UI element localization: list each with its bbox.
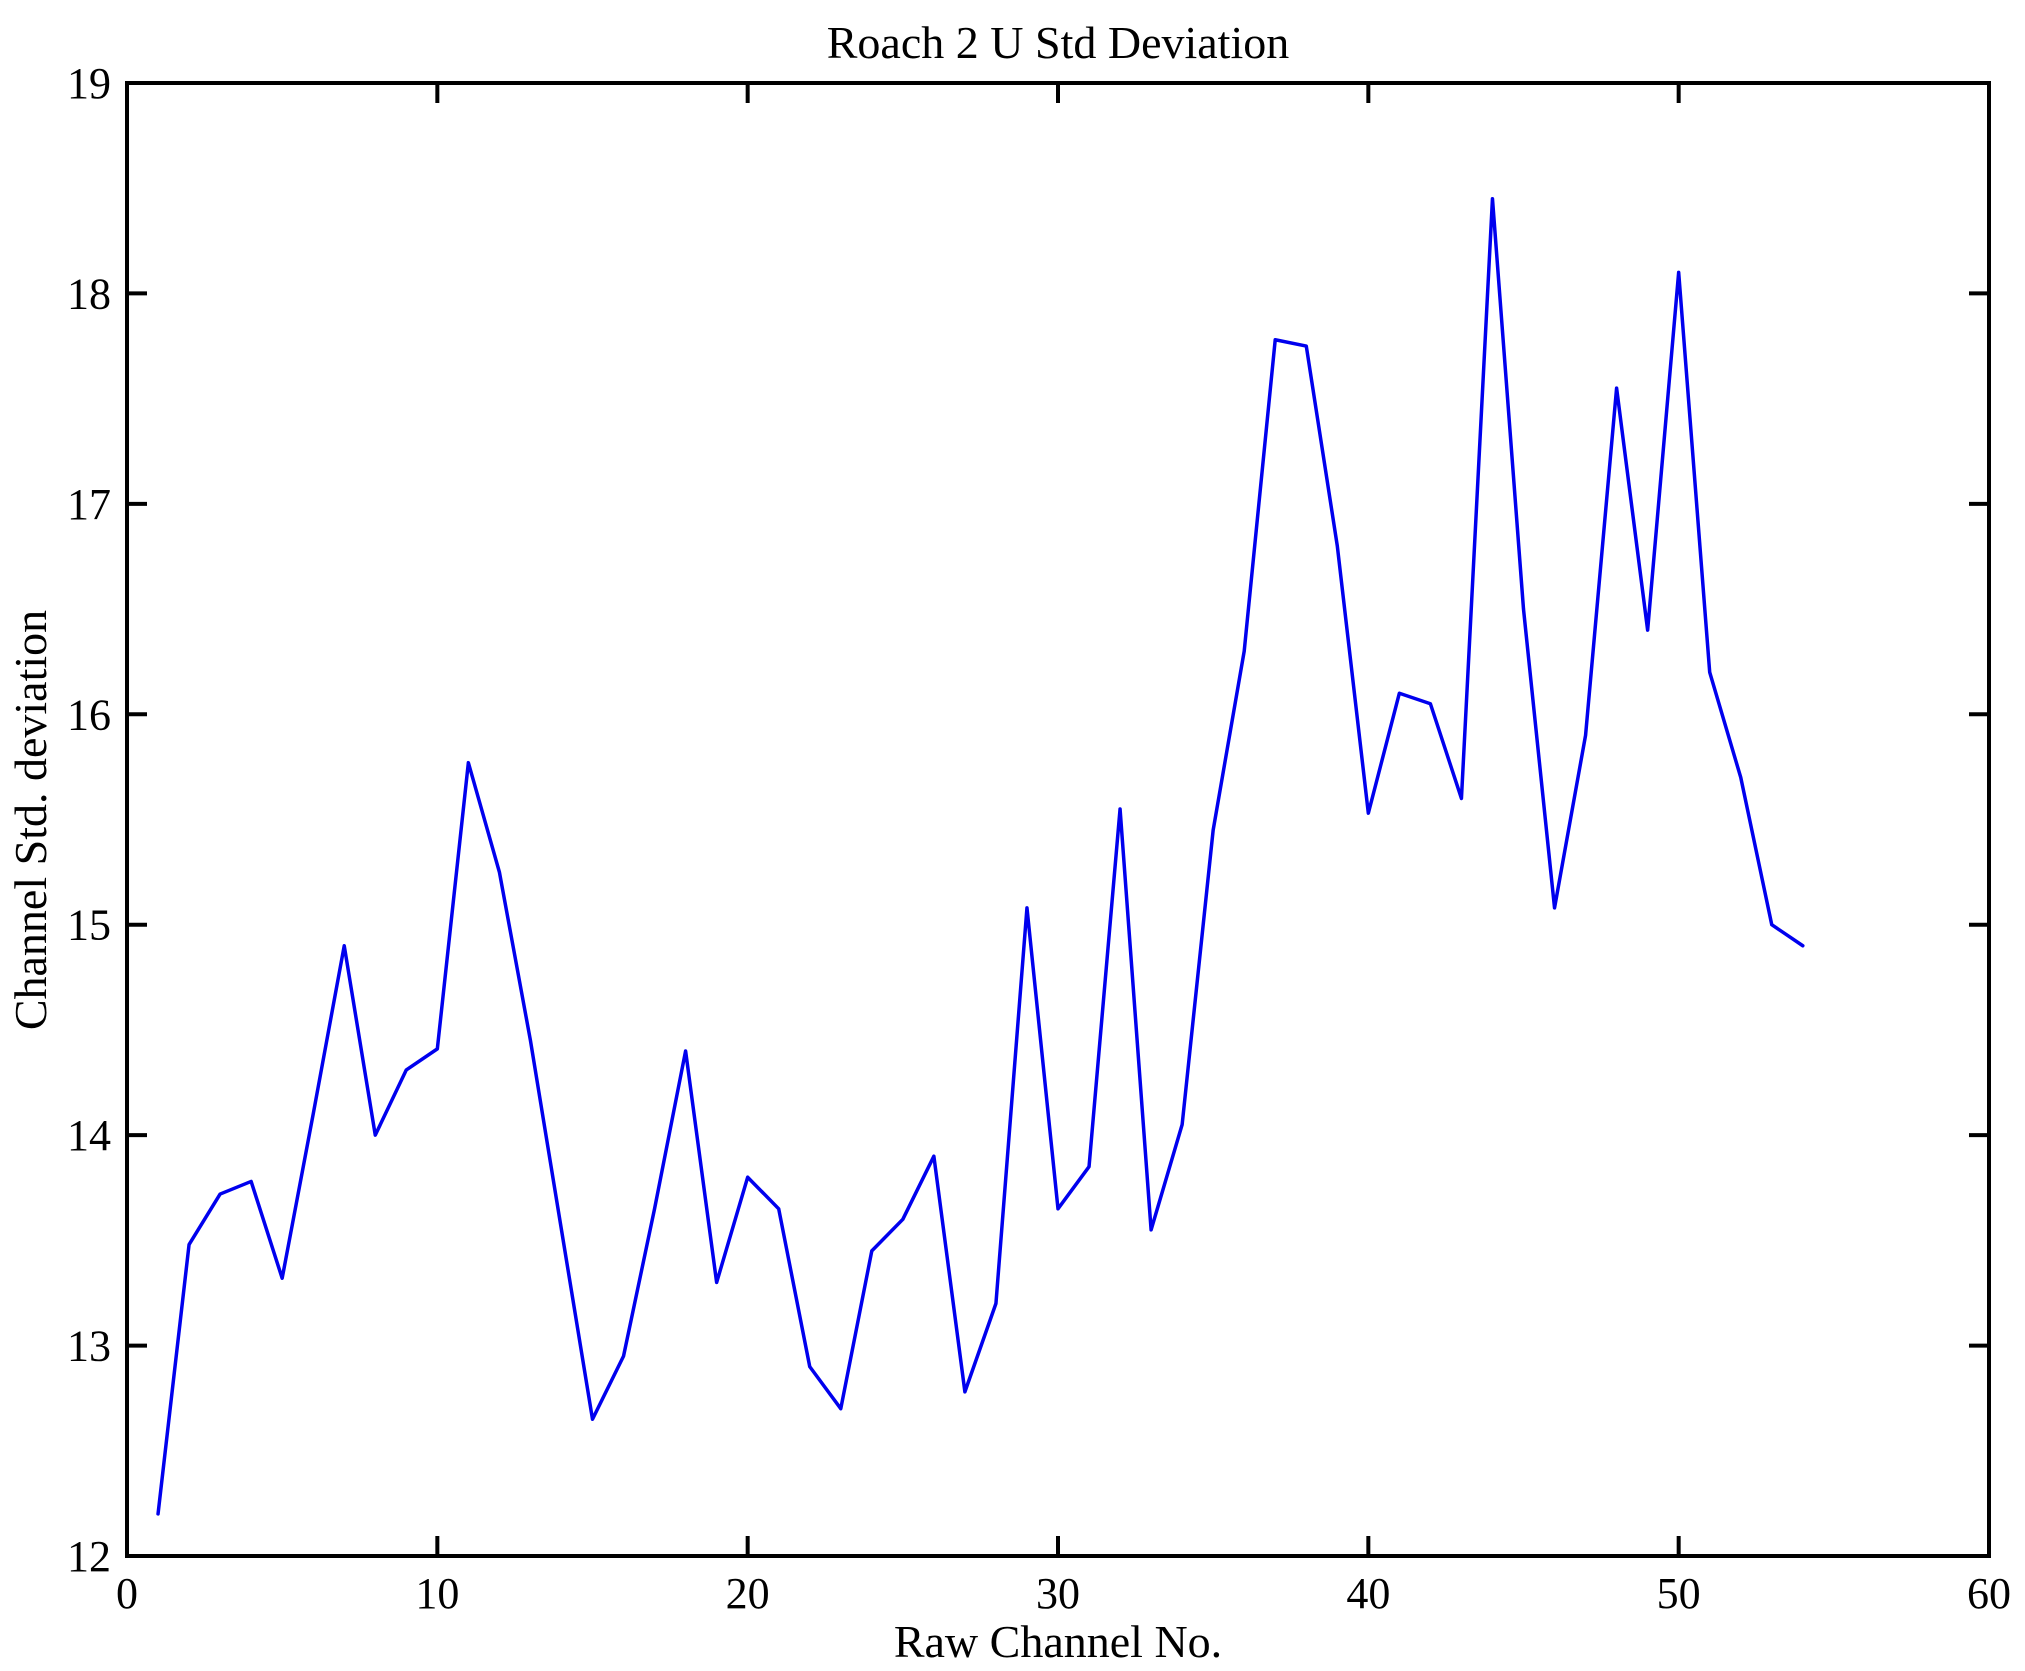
- y-tick-label: 19: [67, 59, 111, 108]
- y-tick-label: 13: [67, 1322, 111, 1371]
- axis-ticks: [125, 81, 1991, 1558]
- x-tick-label: 30: [1036, 1569, 1080, 1618]
- x-tick-label: 40: [1346, 1569, 1390, 1618]
- y-tick-label: 16: [67, 690, 111, 739]
- y-tick-label: 17: [67, 480, 111, 529]
- x-tick-label: 10: [415, 1569, 459, 1618]
- data-line: [156, 196, 1805, 1516]
- x-axis-label: Raw Channel No.: [894, 1616, 1222, 1667]
- x-tick-label: 50: [1657, 1569, 1701, 1618]
- x-tick-label: 0: [116, 1569, 138, 1618]
- y-tick-label: 15: [67, 901, 111, 950]
- plot-area: [125, 81, 1991, 1558]
- x-tick-label: 60: [1967, 1569, 2011, 1618]
- y-tick-label: 18: [67, 269, 111, 318]
- y-tick-label: 12: [67, 1532, 111, 1581]
- tick-labels: 0 10 20 30 40 50 60 12 13 14 15 16 17 18 19: [67, 59, 2011, 1618]
- chart-title: Roach 2 U Std Deviation: [827, 17, 1290, 68]
- y-tick-label: 14: [67, 1111, 111, 1160]
- y-axis-label: Channel Std. deviation: [5, 610, 56, 1030]
- x-tick-label: 20: [726, 1569, 770, 1618]
